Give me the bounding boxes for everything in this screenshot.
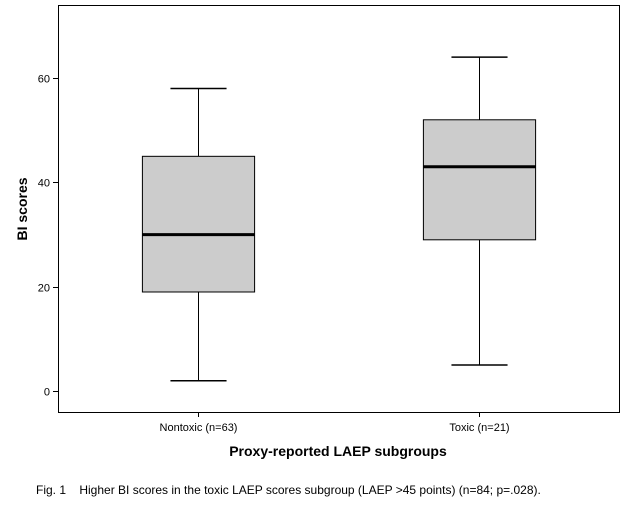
y-tick-label: 40 — [38, 178, 50, 190]
x-tick-label: Toxic (n=21) — [449, 422, 509, 434]
y-axis-title: BI scores — [14, 177, 30, 240]
y-tick-label: 20 — [38, 283, 50, 295]
x-tick-label: Nontoxic (n=63) — [160, 422, 238, 434]
y-tick-label: 60 — [38, 74, 50, 86]
x-axis-title: Proxy-reported LAEP subgroups — [229, 443, 447, 459]
x-axis-ticks: Nontoxic (n=63) Toxic (n=21) — [160, 412, 510, 434]
figure-caption: Fig. 1 Higher BI scores in the toxic LAE… — [36, 483, 541, 497]
box-group — [141, 87, 256, 382]
iqr-box — [422, 119, 537, 241]
box-plot-series — [141, 56, 537, 382]
box-group — [422, 56, 537, 366]
iqr-box — [141, 155, 256, 293]
y-tick-label: 0 — [44, 387, 50, 399]
y-axis-ticks: 0 20 40 60 — [38, 74, 58, 399]
